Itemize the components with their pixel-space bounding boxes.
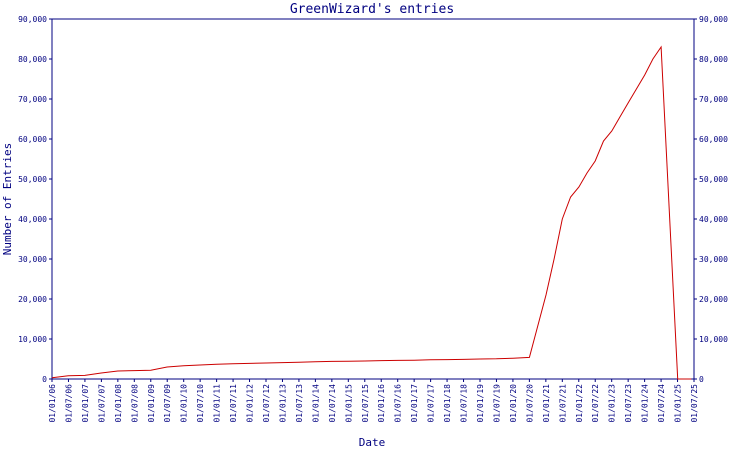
- y-tick-label-left: 70,000: [18, 95, 47, 104]
- x-tick-label: 01/07/19: [492, 384, 501, 423]
- y-tick-label-right: 50,000: [699, 175, 728, 184]
- y-tick-label-right: 40,000: [699, 215, 728, 224]
- y-tick-label-right: 60,000: [699, 135, 728, 144]
- x-tick-label: 01/07/13: [295, 384, 304, 423]
- x-tick-label: 01/01/20: [509, 384, 518, 423]
- x-tick-label: 01/01/07: [81, 384, 90, 423]
- y-tick-label-left: 80,000: [18, 55, 47, 64]
- x-axis-title: Date: [359, 436, 386, 449]
- x-tick-label: 01/07/25: [690, 384, 699, 423]
- x-axis: 01/01/06 01/07/06 01/01/07 01/07/07 01/01/08…: [48, 379, 699, 423]
- chart-title: GreenWizard's entries: [290, 2, 454, 17]
- x-tick-label: 01/07/11: [229, 384, 238, 423]
- x-tick-label: 01/01/25: [674, 384, 683, 423]
- x-tick-label: 01/01/10: [180, 384, 189, 423]
- y-tick-label-left: 30,000: [18, 255, 47, 264]
- x-tick-label: 01/07/07: [97, 384, 106, 423]
- y-tick-label-left: 10,000: [18, 335, 47, 344]
- x-tick-label: 01/07/20: [525, 384, 534, 423]
- series-layer: [51, 45, 692, 380]
- y-axis-right: 0 10,000 20,000 30,000 40,000 50,000 60,000 70,…: [694, 15, 728, 384]
- x-tick-label: 01/07/10: [196, 384, 205, 423]
- x-tick-label: 01/07/17: [427, 384, 436, 423]
- x-tick-label: 01/01/17: [410, 384, 419, 423]
- x-tick-label: 01/01/22: [575, 384, 584, 423]
- x-tick-label: 01/01/19: [476, 384, 485, 423]
- x-tick-label: 01/07/12: [262, 384, 271, 423]
- x-tick-label: 01/01/16: [377, 384, 386, 423]
- y-tick-label-right: 70,000: [699, 95, 728, 104]
- x-tick-label: 01/01/14: [311, 384, 320, 423]
- x-tick-label: 01/01/18: [443, 384, 452, 423]
- y-tick-label-left: 0: [42, 375, 47, 384]
- y-tick-label-left: 50,000: [18, 175, 47, 184]
- x-tick-label: 01/01/21: [542, 384, 551, 423]
- x-tick-label: 01/07/22: [591, 384, 600, 423]
- x-tick-label: 01/07/08: [130, 384, 139, 423]
- y-tick-label-left: 60,000: [18, 135, 47, 144]
- x-tick-label: 01/07/14: [328, 384, 337, 423]
- x-tick-label: 01/01/09: [147, 384, 156, 423]
- y-tick-label-right: 30,000: [699, 255, 728, 264]
- plot-frame: [51, 18, 695, 380]
- x-tick-label: 01/07/21: [558, 384, 567, 423]
- y-tick-label-right: 10,000: [699, 335, 728, 344]
- x-tick-label: 01/07/23: [624, 384, 633, 423]
- y-tick-label-left: 40,000: [18, 215, 47, 224]
- x-tick-label: 01/07/16: [394, 384, 403, 423]
- x-tick-label: 01/01/23: [608, 384, 617, 423]
- y-tick-label-right: 0: [699, 375, 704, 384]
- x-tick-label: 01/01/15: [344, 384, 353, 423]
- x-tick-label: 01/07/18: [460, 384, 469, 423]
- x-tick-label: 01/01/11: [213, 384, 222, 423]
- series-line: [51, 45, 692, 380]
- x-tick-label: 01/07/06: [64, 384, 73, 423]
- x-tick-label: 01/07/24: [657, 384, 666, 423]
- y-tick-label-right: 20,000: [699, 295, 728, 304]
- y-axis-title: Number of Entries: [1, 143, 14, 256]
- y-tick-label-left: 20,000: [18, 295, 47, 304]
- y-axis-left: 0 10,000 20,000 30,000 40,000 50,000 60,000 70,…: [18, 15, 52, 384]
- y-tick-label-right: 80,000: [699, 55, 728, 64]
- x-tick-label: 01/01/13: [278, 384, 287, 423]
- x-tick-label: 01/07/09: [163, 384, 172, 423]
- x-tick-label: 01/01/24: [641, 384, 650, 423]
- x-tick-label: 01/01/08: [114, 384, 123, 423]
- x-tick-label: 01/07/15: [361, 384, 370, 423]
- x-tick-label: 01/01/06: [48, 384, 57, 423]
- y-tick-label-right: 90,000: [699, 15, 728, 24]
- x-tick-label: 01/01/12: [246, 384, 255, 423]
- y-tick-label-left: 90,000: [18, 15, 47, 24]
